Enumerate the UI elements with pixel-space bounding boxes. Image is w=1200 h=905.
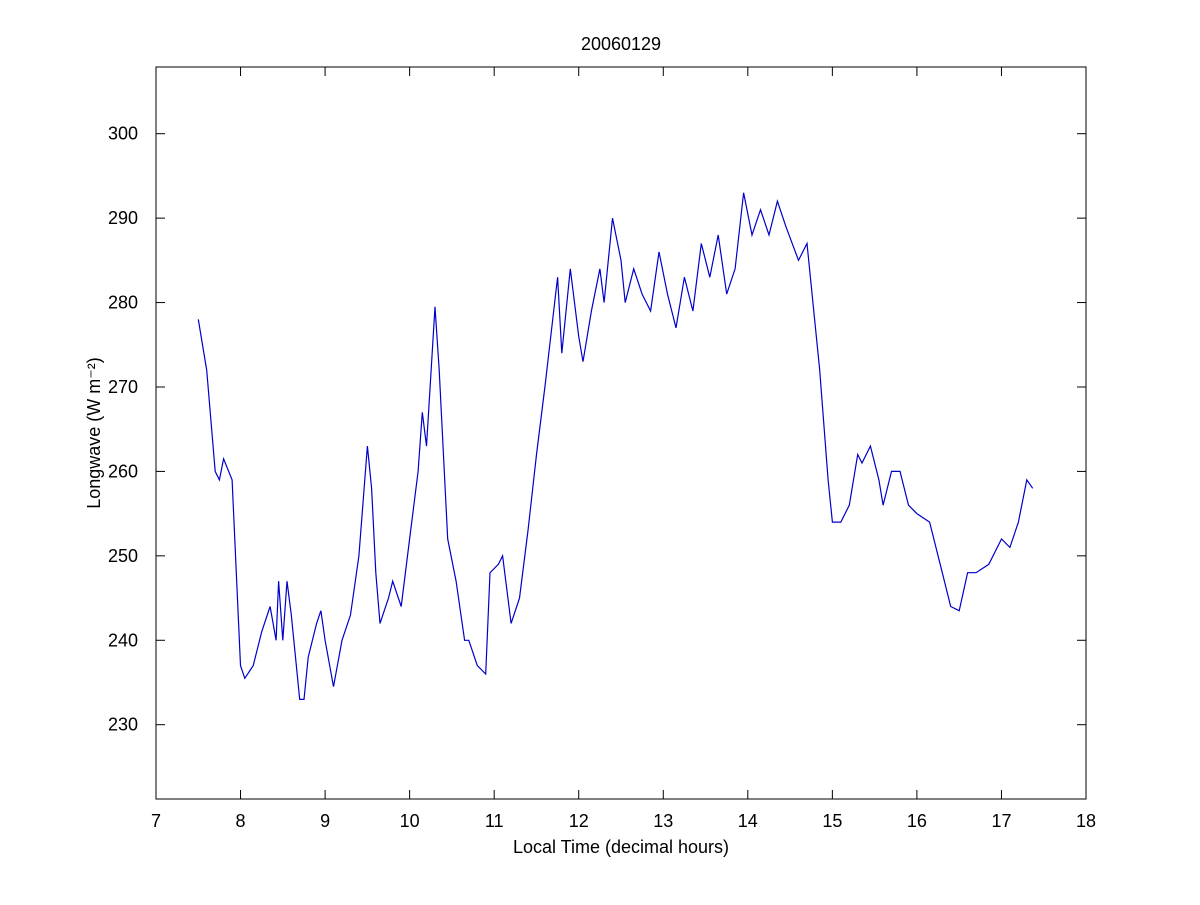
y-tick-label: 260 [108, 461, 138, 481]
x-tick-label: 9 [320, 811, 330, 831]
plot-frame [155, 66, 1087, 800]
chart-title: 20060129 [581, 34, 661, 54]
x-tick-label: 7 [151, 811, 161, 831]
x-tick-label: 16 [907, 811, 927, 831]
x-tick-label: 10 [400, 811, 420, 831]
x-tick-label: 8 [236, 811, 246, 831]
y-axis-label: Longwave (W m⁻²) [84, 357, 104, 509]
x-tick-label: 17 [991, 811, 1011, 831]
x-tick-label: 13 [653, 811, 673, 831]
x-tick-label: 11 [485, 811, 504, 831]
y-tick-label: 290 [108, 208, 138, 228]
x-tick-label: 15 [822, 811, 842, 831]
y-tick-label: 280 [108, 293, 138, 313]
x-axis-label: Local Time (decimal hours) [513, 837, 729, 857]
x-tick-label: 18 [1076, 811, 1096, 831]
y-tick-label: 300 [108, 124, 138, 144]
y-tick-label: 240 [108, 630, 138, 650]
y-tick-label: 270 [108, 377, 138, 397]
x-tick-label: 12 [569, 811, 589, 831]
x-tick-label: 14 [738, 811, 758, 831]
y-tick-label: 250 [108, 546, 138, 566]
y-tick-label: 230 [108, 715, 138, 735]
data-line [197, 192, 1034, 700]
